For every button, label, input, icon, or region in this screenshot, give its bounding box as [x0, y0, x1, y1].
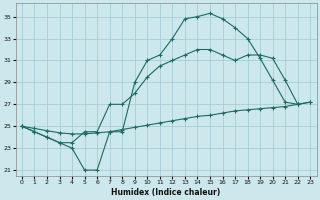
X-axis label: Humidex (Indice chaleur): Humidex (Indice chaleur) — [111, 188, 221, 197]
